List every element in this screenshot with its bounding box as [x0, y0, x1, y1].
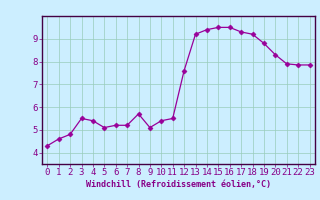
X-axis label: Windchill (Refroidissement éolien,°C): Windchill (Refroidissement éolien,°C) — [86, 180, 271, 189]
